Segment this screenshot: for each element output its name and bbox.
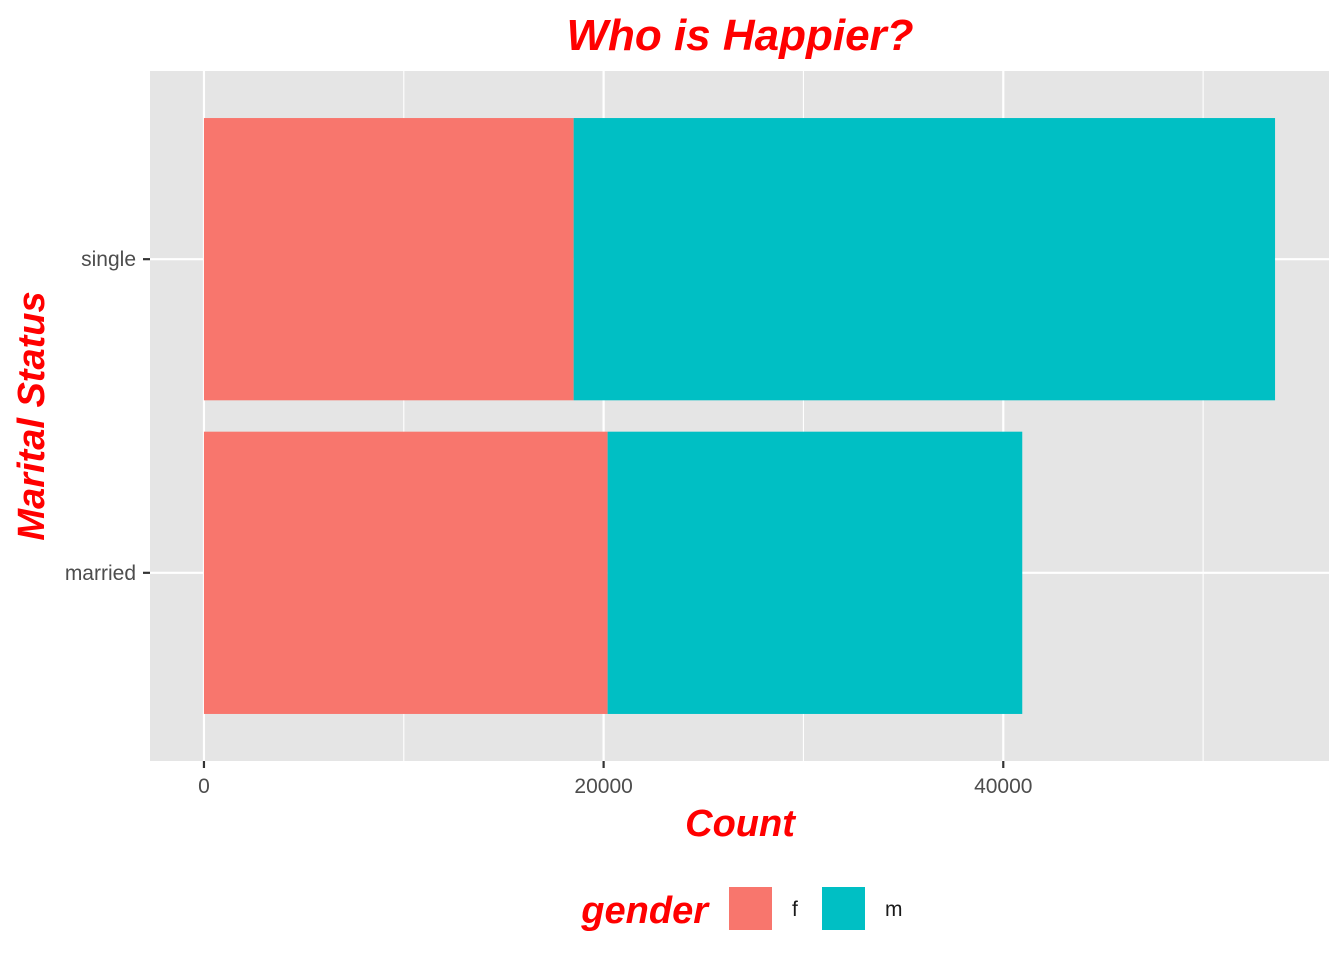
legend-title: gender (580, 890, 710, 932)
bars (203, 118, 1276, 714)
bar-married-m (607, 431, 1023, 714)
y-axis-title: Marital Status (11, 291, 53, 540)
x-tick-label: 20000 (574, 775, 632, 798)
legend-key-f (729, 887, 772, 930)
bar-married-f (203, 431, 608, 714)
x-tick-label: 0 (198, 775, 210, 798)
y-tick-label: single (81, 248, 136, 271)
legend-key-m (822, 887, 865, 930)
bar-single-m (573, 118, 1276, 401)
legend-label-m: m (885, 898, 903, 921)
x-tick-label: 40000 (974, 775, 1032, 798)
bar-single-f (203, 118, 574, 401)
y-tick-label: married (65, 562, 136, 585)
y-axis: married single (65, 248, 150, 585)
x-axis: 0 20000 40000 (198, 761, 1032, 798)
chart-title: Who is Happier? (566, 11, 913, 60)
legend-label-f: f (792, 898, 798, 921)
x-axis-title: Count (685, 803, 796, 845)
